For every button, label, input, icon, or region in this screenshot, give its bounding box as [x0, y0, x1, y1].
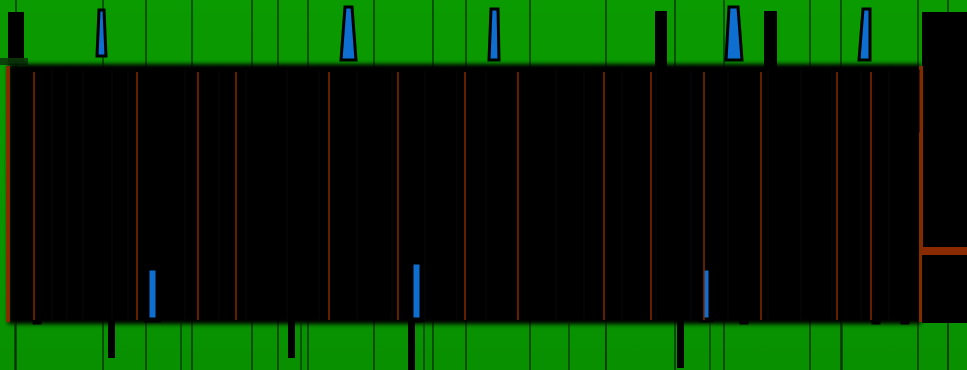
- row-1-glyphs: [30, 69, 920, 133]
- left-top-block: [8, 12, 24, 62]
- middle-top-block: [655, 11, 667, 69]
- red-band-left-edge: [6, 66, 923, 322]
- row-2-glyphs: [21, 151, 909, 230]
- mid-upper-column: [764, 11, 777, 74]
- top-blue-spikes: [95, 5, 872, 62]
- upper-green-left-line: [0, 58, 28, 65]
- right-lower-black-block: [922, 255, 967, 323]
- brown-accent-lines: [33, 72, 872, 320]
- upper-right-block: [922, 12, 967, 250]
- lower-black-extensions: [108, 320, 684, 370]
- right-red-strip: [922, 247, 967, 255]
- bottom-green-lines: [14, 322, 949, 370]
- dense-dark-glyph-lines: [50, 70, 891, 320]
- row-3-glyphs: [32, 259, 910, 325]
